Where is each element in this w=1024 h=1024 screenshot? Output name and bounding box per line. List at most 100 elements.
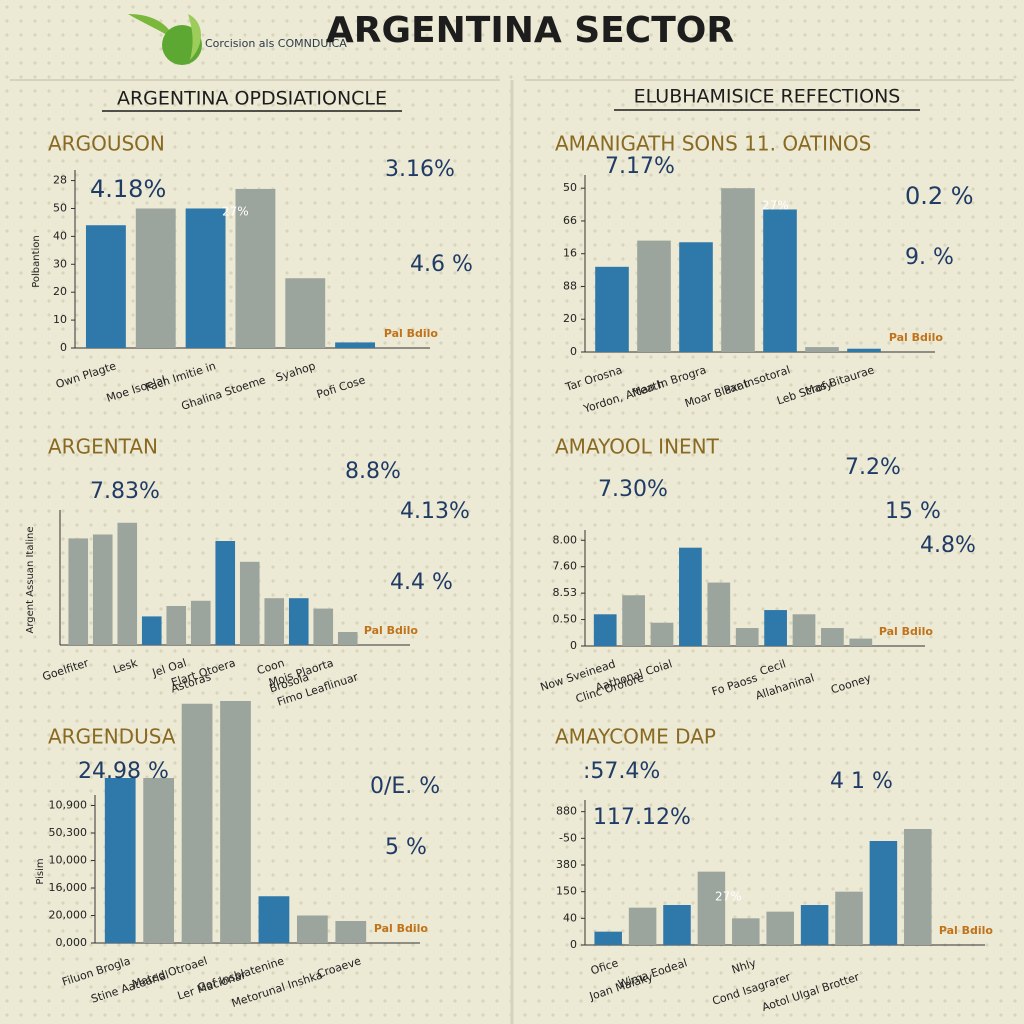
annotation: 7.17% [605,154,675,179]
bar [735,628,759,646]
y-tick-label: 20,000 [49,909,88,922]
bar [166,606,187,645]
bar [264,598,285,645]
logo: Corcision als COMNDUICA [128,14,347,65]
bar [847,348,881,352]
bar [764,610,787,646]
y-tick-label: 20 [53,285,67,298]
bar [104,778,136,943]
y-tick-label: 16,000 [49,881,88,894]
annotation: 27% [715,890,742,904]
y-axis-label: Pisim [35,858,46,884]
legend-label: Pal Bdilo [939,924,994,937]
y-tick-label: 0 [570,345,577,358]
bar [805,347,839,352]
bar [697,871,726,945]
bar [821,628,844,646]
bar [792,614,816,646]
y-tick-label: 10,900 [49,799,88,812]
annotation: 15 % [885,499,941,524]
y-tick-label: 880 [556,805,577,818]
legend-label: Pal Bdilo [374,922,429,935]
bar [707,582,731,646]
y-tick-label: 10 [53,313,67,326]
annotation: 7.83% [90,479,160,504]
bar [650,622,674,646]
annotation: 0/E. % [370,774,440,799]
y-tick-label: 0.50 [553,613,578,626]
y-tick-label: 50,300 [49,826,88,839]
x-tick-label: Cooney [829,671,873,696]
y-tick-label: 28 [53,174,67,187]
legend-label: Pal Bdilo [384,327,439,340]
bar [181,703,213,943]
y-axis-label: Polbantion [31,235,42,288]
annotation: 4.6 % [410,252,473,277]
bar [869,841,898,945]
bar [235,188,276,348]
y-tick-label: 20 [563,312,577,325]
y-tick-label: 16 [563,247,577,260]
annotation: 5 % [385,835,427,860]
page-title: ARGENTINA SECTOR [326,10,734,51]
x-tick-label: Wima Eodeal [616,956,688,991]
annotation: :57.4% [583,759,660,784]
y-tick-label: 66 [563,214,577,227]
x-tick-label: Nhly [730,956,758,976]
y-axis-label: Argent Assuan Italine [25,526,36,633]
y-tick-label: 8.53 [553,586,578,599]
bar [663,905,691,945]
y-tick-label: 30 [53,257,67,270]
column-heading: ARGENTINA OPDSIATIONCLE [117,88,387,110]
bar [628,907,657,945]
legend-label: Pal Bdilo [364,624,419,637]
annotation: 117.12% [593,805,691,830]
annotation: 8.8% [345,459,401,484]
bar [85,225,126,348]
chart-title: ARGOUSON [48,132,165,156]
bar [285,278,326,348]
bar [721,188,755,352]
x-tick-label: Syahop [274,359,317,384]
y-tick-label: 0 [60,341,67,354]
y-tick-label: 40 [563,911,577,924]
bar [239,561,260,645]
bar [215,541,236,645]
annotation: 7.2% [845,455,901,480]
bar [220,701,251,943]
y-tick-label: 7.60 [553,560,578,573]
y-tick-label: 40 [53,229,67,242]
x-tick-label: Croaeve [315,954,362,980]
x-tick-label: Fo Paoss [710,671,759,698]
bar [117,522,138,645]
column-heading: ELUBHAMISICE REFECTIONS [634,86,901,108]
chart-title: AMAYOOL INENT [555,435,720,459]
bar [763,209,797,352]
legend-label: Pal Bdilo [879,625,934,638]
bar [679,547,702,646]
bar [835,891,863,945]
annotation: 0.2 % [905,182,974,210]
y-tick-label: 8.00 [553,533,578,546]
y-tick-label: 0 [570,938,577,951]
y-tick-label: 0 [570,639,577,652]
bar [296,915,328,943]
chart-title: AMAYCOME DAP [555,725,716,749]
y-tick-label: 10,000 [49,854,88,867]
bar [766,911,794,945]
bar [904,829,932,945]
bar [679,242,713,352]
bar [185,208,226,348]
x-tick-label: Own Plagte [54,359,118,391]
bar [335,921,367,943]
x-tick-label: Par Insotoral [722,363,792,397]
bar [313,608,334,645]
bar [593,614,617,646]
bar [595,266,629,352]
annotation: 27% [762,199,789,213]
bar [637,240,671,352]
bar [135,208,176,348]
annotation: 4.13% [400,499,470,524]
